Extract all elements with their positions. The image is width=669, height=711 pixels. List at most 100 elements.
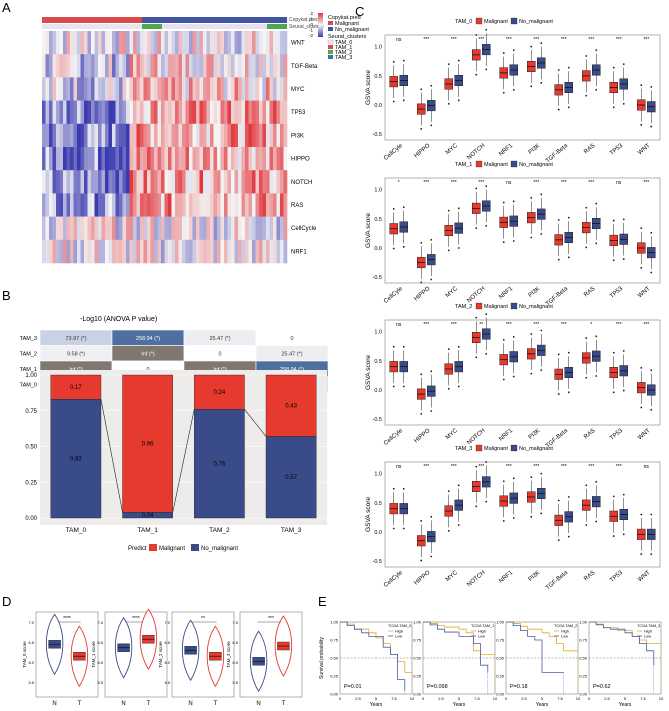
anova-cell-value: 258.94 (*): [280, 367, 304, 373]
violin-ytick: 6.0: [232, 660, 238, 665]
heat-cell: [143, 123, 148, 148]
heat-cell: [217, 77, 221, 101]
heat-cell: [101, 193, 106, 217]
boxplot-outlier: [612, 106, 615, 109]
heat-cell: [80, 54, 85, 78]
survival-ytick: 0.75: [330, 638, 339, 643]
heat-cell: [273, 31, 277, 55]
heat-cell: [115, 147, 120, 171]
heat-cell: [245, 31, 249, 55]
heat-cell: [199, 170, 204, 194]
heat-cell: [73, 31, 78, 55]
heat-scale-tick: -1: [309, 28, 313, 33]
heat-cell: [217, 216, 221, 241]
panel-c-boxplots: GSVA score 1.0 0.5 0.0 -0.5 TAM_0 Malignant No_…: [365, 17, 661, 591]
heat-cell: [241, 123, 246, 148]
heat-cell: [77, 31, 81, 55]
heat-cell: [77, 147, 81, 171]
survival-curve-low: [506, 621, 564, 673]
boxplot-ytick: 1.0: [374, 188, 382, 194]
heat-cell: [66, 77, 71, 101]
boxplot-outlier: [475, 227, 478, 230]
heat-cell: [126, 77, 130, 101]
heat-cell: [248, 123, 253, 148]
heat-cell: [252, 77, 256, 101]
heat-cell: [196, 77, 200, 101]
heat-cell: [206, 216, 211, 241]
heat-cell: [199, 216, 204, 241]
heat-cell: [45, 147, 50, 171]
boxplot-category-label: TP53: [609, 570, 624, 584]
heat-cell: [52, 31, 57, 55]
heat-legend2-tam2: TAM_2: [335, 50, 352, 56]
heat-cell: [178, 193, 183, 217]
bar-label-nomal: 0.83: [70, 457, 82, 463]
heat-cell: [59, 216, 64, 241]
boxplot-outlier: [502, 480, 505, 483]
boxplot-ytick: 1.0: [374, 330, 382, 336]
boxplot-outlier: [585, 376, 588, 379]
boxplot-sig: ***: [451, 180, 457, 186]
heat-cell: [259, 239, 263, 264]
boxplot-legend-swatch: [475, 302, 483, 310]
boxplot-outlier: [622, 389, 625, 392]
boxplot-outlier: [640, 123, 643, 126]
heat-cell: [182, 170, 186, 194]
heat-cell: [87, 216, 92, 241]
boxplot-outlier: [402, 59, 405, 62]
boxplot-sig: ***: [643, 180, 649, 186]
heat-cell: [280, 170, 284, 194]
boxplot-outlier: [430, 84, 433, 87]
heat-cell: [147, 54, 151, 78]
heat-cell: [119, 31, 123, 55]
heat-cell: [182, 77, 186, 101]
heat-cell: [199, 100, 204, 125]
heat-cell: [87, 170, 92, 194]
heat-cell: [164, 31, 169, 55]
heat-cell: [49, 77, 53, 101]
heat-cell: [196, 100, 200, 125]
survival-curve-low: [423, 621, 489, 673]
heat-cell: [255, 77, 260, 101]
heat-cell: [119, 100, 123, 125]
heat-cell: [129, 100, 134, 125]
boxplot-category-label: NOTCH: [466, 428, 486, 446]
panel-label-e: E: [318, 594, 327, 609]
heat-cell: [217, 147, 221, 171]
heat-cell: [143, 31, 148, 55]
heat-cell: [206, 123, 211, 148]
boxplot-category-label: NOTCH: [466, 143, 486, 161]
heat-cell: [206, 77, 211, 101]
bar-segment-malignant: [265, 374, 317, 437]
heat-cell: [199, 54, 204, 78]
heat-cell: [259, 147, 263, 171]
heat-cell: [73, 77, 78, 101]
heat-row-label: NOTCH: [291, 180, 312, 186]
heat-cell: [161, 193, 165, 217]
boxplot-sig: ***: [423, 464, 429, 470]
boxplot-outlier: [530, 372, 533, 375]
heat-cell: [252, 31, 256, 55]
heat-cell: [59, 170, 64, 194]
heat-cell: [248, 170, 253, 194]
boxplot-outlier: [392, 60, 395, 63]
boxplot-ylabel: GSVA score: [365, 213, 372, 248]
boxplot-category-label: WNT: [637, 570, 652, 584]
heat-cell: [192, 193, 197, 217]
heat-cell: [248, 100, 253, 125]
boxplot-outlier: [530, 45, 533, 48]
heat-cell: [259, 193, 263, 217]
boxplot-category-label: NRF1: [498, 286, 514, 301]
annot-bar-clusters-4: [267, 24, 287, 29]
heat-cell: [115, 170, 120, 194]
survival-legend-high: High: [395, 630, 403, 634]
violin-ytick: 6.5: [28, 640, 34, 645]
heat-cell: [126, 193, 130, 217]
heat-cell: [133, 100, 137, 125]
violin-category-label: T: [282, 701, 286, 707]
heat-cell: [224, 100, 228, 125]
heat-cell: [203, 239, 207, 264]
heat-cell: [49, 170, 53, 194]
heat-cell: [52, 239, 57, 264]
boxplot-outlier: [567, 391, 570, 394]
